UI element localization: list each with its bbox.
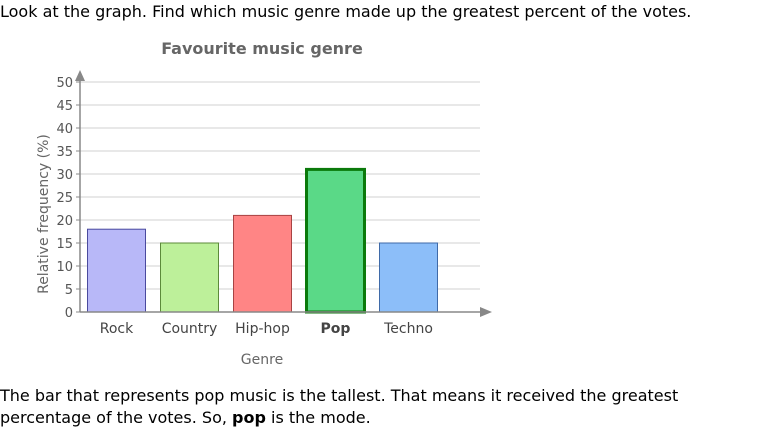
y-tick-label: 40	[56, 122, 73, 137]
bar-pop	[305, 167, 366, 314]
x-tick-label: Hip-hop	[235, 321, 290, 337]
x-tick-label: Rock	[100, 321, 134, 337]
y-tick-label: 10	[56, 260, 73, 275]
y-axis-label: Relative frequency (%)	[36, 134, 52, 294]
y-tick-label: 0	[65, 306, 73, 321]
question-text: Look at the graph. Find which music genr…	[0, 2, 692, 21]
bars	[87, 167, 438, 314]
y-tick-label: 35	[56, 145, 73, 160]
axes	[75, 70, 492, 317]
y-tick-label: 20	[56, 214, 73, 229]
chart-title: Favourite music genre	[161, 39, 363, 58]
bar-techno	[379, 242, 438, 313]
bar-chart: Favourite music genre Relative frequency…	[0, 30, 500, 375]
y-tick-labels: 0 5 10 15 20 25 30 35 40 45 50	[56, 76, 73, 321]
x-tick-label: Country	[162, 321, 218, 337]
bar-hip-hop	[233, 214, 292, 313]
bar-country	[160, 242, 219, 313]
explanation-before: The bar that represents pop music is the…	[0, 386, 679, 427]
explanation-after: is the mode.	[265, 408, 371, 427]
x-tick-label: Techno	[383, 321, 433, 337]
y-tick-label: 25	[56, 191, 73, 206]
x-axis-label: Genre	[241, 352, 283, 368]
x-tick-label: Pop	[321, 321, 351, 337]
y-tick-label: 50	[56, 76, 73, 91]
y-axis-arrow-icon	[75, 70, 85, 81]
bar-rock	[87, 228, 146, 313]
y-tick-label: 30	[56, 168, 73, 183]
x-axis-arrow-icon	[480, 307, 492, 317]
y-tick-label: 15	[56, 237, 73, 252]
y-tick-label: 45	[56, 99, 73, 114]
y-tick-label: 5	[65, 283, 73, 298]
explanation-text: The bar that represents pop music is the…	[0, 385, 740, 429]
bar-chart-svg: Favourite music genre Relative frequency…	[36, 39, 492, 368]
explanation-bold: pop	[232, 408, 266, 427]
x-tick-labels: Rock Country Hip-hop Pop Techno	[100, 321, 433, 337]
